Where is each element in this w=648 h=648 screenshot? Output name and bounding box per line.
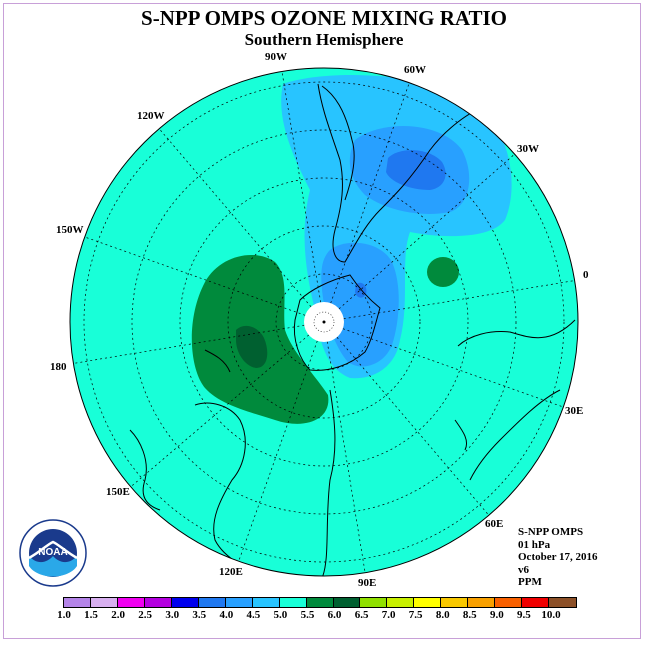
colorbar-segment [90, 598, 118, 607]
figure-frame [3, 3, 641, 639]
colorbar-segment [495, 598, 523, 607]
lon-label-30w: 30W [517, 143, 539, 155]
lon-label-60e: 60E [485, 518, 503, 530]
colorbar-segment [387, 598, 415, 607]
lon-label-60w: 60W [404, 64, 426, 76]
colorbar-segment [522, 598, 550, 607]
colorbar-tick-label: 5.5 [300, 609, 315, 621]
colorbar-tick-label: 10.0 [541, 609, 561, 621]
lon-label-90w: 90W [265, 51, 287, 63]
colorbar-tick-label: 4.0 [219, 609, 234, 621]
colorbar-tick-label: 3.5 [192, 609, 207, 621]
instrument-label: S-NPP OMPS [518, 526, 584, 538]
graticule [70, 68, 578, 576]
date-label: October 17, 2016 [518, 551, 598, 563]
colorbar-tick-label: 7.5 [408, 609, 423, 621]
version-label: v6 [518, 563, 529, 576]
info-block: S-NPP OMPS 01 hPa October 17, 2016 v6 PP… [518, 526, 598, 589]
map-title: S-NPP OMPS OZONE MIXING RATIO [141, 6, 507, 30]
colorbar-segment [549, 598, 577, 607]
colorbar-segment [171, 598, 199, 607]
units-label: PPM [518, 576, 542, 588]
colorbar-tick-label: 1.0 [57, 609, 71, 621]
ozone-region-3.5-4-south [321, 242, 399, 367]
colorbar-segment [225, 598, 253, 607]
colorbar [63, 597, 577, 608]
lon-label-0: 0 [583, 269, 589, 281]
colorbar-tick-label: 7.0 [381, 609, 396, 621]
colorbar-segment [198, 598, 226, 607]
coastlines [129, 83, 576, 576]
south-pole-marker [322, 320, 326, 324]
noaa-logo-text: NOAA [38, 547, 67, 558]
colorbar-segment [333, 598, 361, 607]
colorbar-segment [306, 598, 334, 607]
colorbar-tick-label: 5.0 [273, 609, 288, 621]
colorbar-tick-label: 6.5 [354, 609, 369, 621]
lon-label-120w: 120W [137, 110, 165, 122]
colorbar-tick-label: 4.5 [246, 609, 261, 621]
colorbar-segment [252, 598, 280, 607]
lon-label-90e: 90E [358, 577, 376, 589]
lon-label-150e: 150E [106, 486, 130, 498]
colorbar-tick-label: 3.0 [165, 609, 180, 621]
ozone-region-6-6.5 [236, 325, 268, 368]
lon-label-120e: 120E [219, 566, 243, 578]
colorbar-segment [279, 598, 307, 607]
colorbar-segment [144, 598, 172, 607]
colorbar-tick-label: 9.5 [517, 609, 531, 621]
colorbar-tick-label: 2.5 [138, 609, 153, 621]
pressure-level: 01 hPa [518, 538, 551, 551]
colorbar-segment [468, 598, 496, 607]
lon-label-150w: 150W [56, 224, 84, 236]
colorbar-segment [414, 598, 442, 607]
colorbar-ticks: 1.0 1.5 2.0 2.5 3.0 3.5 4.0 4.5 5.0 5.5 6.0 6.5 7.0 7… [0, 609, 648, 625]
colorbar-tick-label: 8.5 [462, 609, 477, 621]
colorbar-tick-label: 6.0 [327, 609, 342, 621]
colorbar-tick-label: 1.5 [84, 609, 98, 621]
colorbar-segment [117, 598, 145, 607]
ozone-region-5.5-6-east [427, 257, 459, 287]
map-boundary [69, 67, 579, 577]
colorbar-segment [441, 598, 469, 607]
lon-label-180: 180 [50, 361, 67, 373]
colorbar-tick-label: 8.0 [435, 609, 450, 621]
colorbar-tick-label: 2.0 [111, 609, 125, 621]
lon-label-30e: 30E [565, 405, 583, 417]
colorbar-tick-label: 9.0 [489, 609, 504, 621]
noaa-logo: NOAA [19, 519, 87, 587]
colorbar-segment [64, 598, 91, 607]
map-subtitle: Southern Hemisphere [244, 30, 404, 49]
colorbar-segment [360, 598, 388, 607]
